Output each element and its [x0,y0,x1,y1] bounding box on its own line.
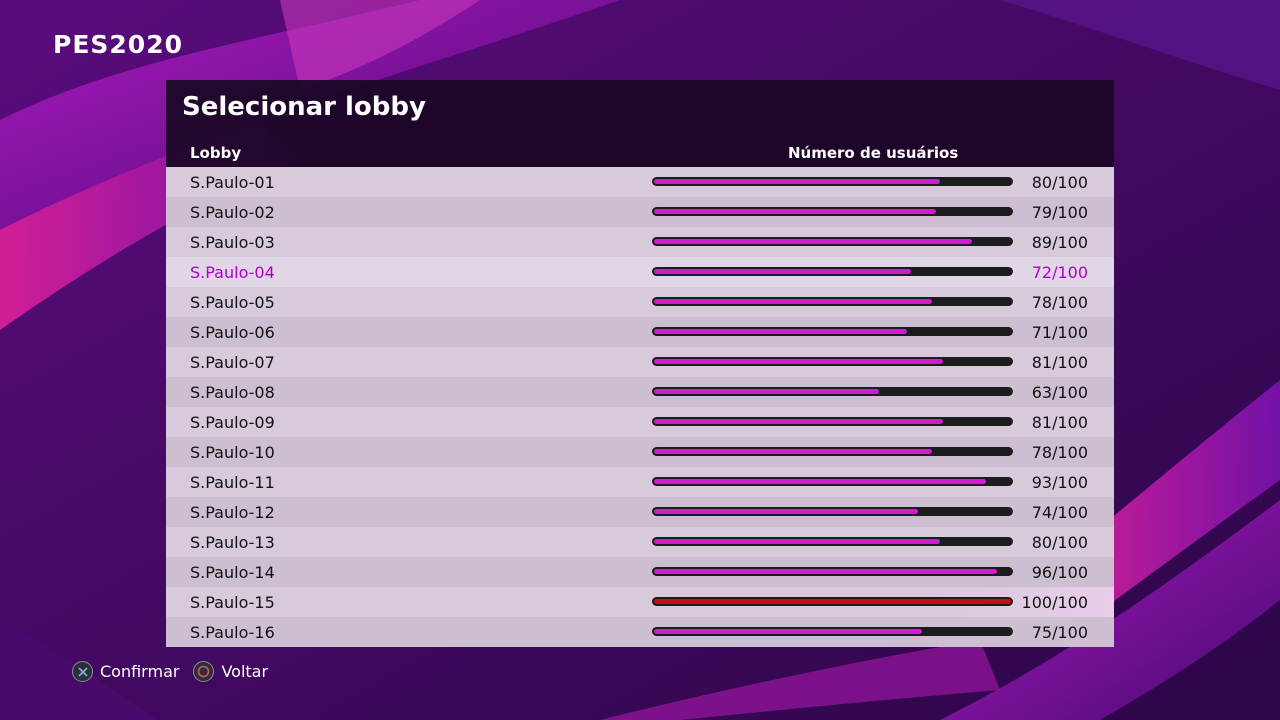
confirm-label: Confirmar [100,661,180,681]
lobby-name: S.Paulo-01 [190,173,275,192]
lobby-row[interactable]: S.Paulo-08 63/100 [166,377,1114,407]
user-count-bar-fill [654,509,918,514]
lobby-row[interactable]: S.Paulo-03 89/100 [166,227,1114,257]
lobby-name: S.Paulo-05 [190,293,275,312]
lobby-row[interactable]: S.Paulo-09 81/100 [166,407,1114,437]
lobby-row[interactable]: S.Paulo-10 78/100 [166,437,1114,467]
user-count-bar [652,237,1013,246]
lobby-row[interactable]: S.Paulo-13 80/100 [166,527,1114,557]
user-count-value: 80/100 [1031,173,1088,192]
user-count-value: 80/100 [1031,533,1088,552]
user-count-value: 63/100 [1031,383,1088,402]
lobby-name: S.Paulo-10 [190,443,275,462]
lobby-name: S.Paulo-08 [190,383,275,402]
user-count-value: 75/100 [1031,623,1088,642]
user-count-bar-fill [654,209,936,214]
lobby-name: S.Paulo-03 [190,233,275,252]
lobby-row[interactable]: S.Paulo-02 79/100 [166,197,1114,227]
user-count-bar-fill [654,239,972,244]
user-count-bar [652,627,1013,636]
user-count-bar-fill [654,179,940,184]
user-count-value: 100/100 [1021,593,1088,612]
lobby-row[interactable]: S.Paulo-04 72/100 [166,257,1114,287]
lobby-name: S.Paulo-04 [190,263,275,282]
lobby-name: S.Paulo-07 [190,353,275,372]
user-count-bar-fill [654,389,879,394]
back-button[interactable]: Voltar [193,660,269,682]
lobby-row[interactable]: S.Paulo-15 100/100 [166,587,1114,617]
lobby-row[interactable]: S.Paulo-11 93/100 [166,467,1114,497]
user-count-bar-fill [654,599,1011,604]
page-title: Selecionar lobby [182,92,426,122]
lobby-name: S.Paulo-06 [190,323,275,342]
user-count-bar [652,507,1013,516]
user-count-bar [652,267,1013,276]
lobby-row[interactable]: S.Paulo-12 74/100 [166,497,1114,527]
user-count-bar [652,597,1013,606]
confirm-button[interactable]: Confirmar [72,660,180,682]
cross-button-icon [72,660,93,682]
lobby-row[interactable]: S.Paulo-07 81/100 [166,347,1114,377]
lobby-name: S.Paulo-14 [190,563,275,582]
user-count-bar [652,327,1013,336]
column-header-user-count: Número de usuários [788,144,959,162]
lobby-name: S.Paulo-13 [190,533,275,552]
user-count-bar [652,567,1013,576]
user-count-value: 89/100 [1031,233,1088,252]
lobby-row[interactable]: S.Paulo-16 75/100 [166,617,1114,647]
user-count-bar [652,207,1013,216]
panel-header: Selecionar lobby Lobby Número de usuário… [166,80,1114,167]
user-count-value: 79/100 [1031,203,1088,222]
user-count-value: 96/100 [1031,563,1088,582]
user-count-bar-fill [654,479,986,484]
user-count-bar-fill [654,539,940,544]
user-count-bar-fill [654,629,922,634]
lobby-name: S.Paulo-15 [190,593,275,612]
user-count-bar-fill [654,419,943,424]
user-count-value: 74/100 [1031,503,1088,522]
lobby-name: S.Paulo-09 [190,413,275,432]
circle-button-icon [193,660,215,682]
user-count-value: 78/100 [1031,443,1088,462]
user-count-bar [652,297,1013,306]
pes2020-logo: PES2020 [53,30,183,59]
user-count-value: 71/100 [1031,323,1088,342]
user-count-bar-fill [654,299,932,304]
user-count-value: 78/100 [1031,293,1088,312]
user-count-bar-fill [654,329,907,334]
user-count-bar [652,537,1013,546]
user-count-bar [652,387,1013,396]
lobby-name: S.Paulo-11 [190,473,275,492]
user-count-bar-fill [654,569,997,574]
user-count-bar-fill [654,269,911,274]
user-count-bar [652,417,1013,426]
user-count-bar [652,477,1013,486]
back-label: Voltar [221,661,269,681]
button-prompts: Confirmar Voltar [72,659,282,683]
column-header-lobby: Lobby [190,144,242,162]
user-count-bar [652,447,1013,456]
user-count-value: 81/100 [1031,413,1088,432]
lobby-name: S.Paulo-12 [190,503,275,522]
lobby-row[interactable]: S.Paulo-05 78/100 [166,287,1114,317]
user-count-bar-fill [654,449,932,454]
user-count-bar [652,357,1013,366]
lobby-name: S.Paulo-16 [190,623,275,642]
user-count-bar-fill [654,359,943,364]
lobby-list: S.Paulo-01 80/100 S.Paulo-02 79/100 S.Paulo-… [166,167,1114,647]
user-count-value: 93/100 [1031,473,1088,492]
user-count-value: 72/100 [1031,263,1088,282]
lobby-name: S.Paulo-02 [190,203,275,222]
lobby-row[interactable]: S.Paulo-14 96/100 [166,557,1114,587]
lobby-row[interactable]: S.Paulo-01 80/100 [166,167,1114,197]
user-count-bar [652,177,1013,186]
lobby-row[interactable]: S.Paulo-06 71/100 [166,317,1114,347]
lobby-selection-panel: Selecionar lobby Lobby Número de usuário… [166,80,1114,647]
user-count-value: 81/100 [1031,353,1088,372]
